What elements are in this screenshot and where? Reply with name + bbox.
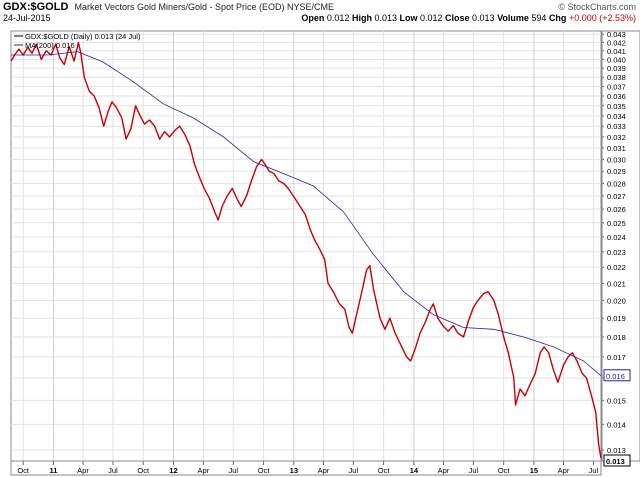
x-tick-label: Jul [469, 466, 479, 475]
y-tick-label: 0.013 [607, 446, 626, 455]
y-tick-label: 0.043 [607, 30, 626, 39]
x-tick-label: Jul [589, 466, 599, 475]
x-tick-label: Oct [378, 466, 391, 475]
badge-label: 0.016 [606, 372, 625, 381]
y-tick-label: 0.027 [607, 192, 626, 201]
ohlc-label: Low [399, 13, 420, 23]
ma-200-line [11, 51, 602, 377]
y-tick-label: 0.035 [607, 102, 626, 111]
y-tick-label: 0.031 [607, 144, 626, 153]
x-tick-label: Jul [229, 466, 239, 475]
y-axis: 0.013 0.014 0.015 0.016 0.017 0.018 0.019 0.020… [601, 30, 640, 462]
title-line: GDX:$GOLD Market Vectors Gold Miners/Gol… [3, 1, 334, 13]
y-tick-label: 0.033 [607, 122, 626, 131]
ohlc-label: Close [445, 13, 473, 23]
ohlc-value: 0.013 [472, 13, 498, 23]
y-tick-label: 0.018 [607, 333, 626, 342]
y-tick-label: 0.020 [607, 296, 626, 305]
x-axis-frame [10, 460, 602, 476]
y-tick-label: 0.019 [607, 314, 626, 323]
x-tick-label: Oct [137, 466, 150, 475]
x-tick-label: Apr [558, 466, 570, 475]
ohlc-value: 0.012 [326, 13, 352, 23]
y-tick-label: 0.036 [607, 92, 626, 101]
x-tick-label: 11 [49, 466, 57, 475]
ohlc-label: Volume [497, 13, 532, 23]
ohlc-summary: Open 0.012 High 0.013 Low 0.012 Close 0.… [301, 13, 636, 23]
y-tick-label: 0.026 [607, 205, 626, 214]
x-tick-label: Apr [318, 466, 330, 475]
y-tick-label: 0.014 [607, 420, 626, 429]
y-tick-label: 0.025 [607, 219, 626, 228]
price-value-badge [603, 454, 631, 467]
x-axis: Oct 11 Apr Jul Oct 12 Apr Jul Oct 13 Apr Jul Oct 14 Ap… [10, 460, 602, 476]
y-tick-label: 0.021 [607, 279, 626, 288]
description: Market Vectors Gold Miners/Gold - Spot P… [74, 2, 335, 12]
ohlc-value: 594 [531, 13, 549, 23]
plot-area [10, 30, 602, 462]
x-tick-label: Apr [198, 466, 210, 475]
y-tick-label: 0.028 [607, 179, 626, 188]
ma-value-badge [603, 369, 631, 382]
y-tick-label: 0.029 [607, 167, 626, 176]
y-tick-label: 0.017 [607, 353, 626, 362]
badge-label: 0.013 [606, 457, 625, 466]
ohlc-label: Open [301, 13, 327, 23]
brand-label[interactable]: © StockCharts.com [558, 2, 636, 12]
legend: GDX:$GOLD (Daily) 0.013 (24 Jul)MA(200) … [14, 32, 141, 50]
ohlc-value: 0.012 [419, 13, 446, 23]
price-series-line [10, 41, 602, 459]
x-tick-label: Jul [349, 466, 359, 475]
legend-entry: GDX:$GOLD (Daily) 0.013 (24 Jul) [25, 32, 141, 41]
y-tick-label: 0.024 [607, 233, 626, 242]
y-tick-label: 0.042 [607, 38, 626, 47]
symbol: GDX:$GOLD [3, 1, 69, 13]
y-tick-label: 0.032 [607, 133, 626, 142]
y-tick-label: 0.041 [607, 47, 626, 56]
y-tick-label: 0.039 [607, 64, 626, 73]
date-label: 24-Jul-2015 [3, 13, 51, 23]
ohlc-value: +0.000 (+2.53%) [568, 13, 636, 23]
y-tick-label: 0.022 [607, 263, 626, 272]
ohlc-label: High [351, 13, 375, 23]
series-lines [10, 41, 602, 459]
y-tick-label: 0.023 [607, 248, 626, 257]
x-tick-label: 15 [530, 466, 538, 475]
y-tick-label: 0.030 [607, 155, 626, 164]
x-tick-label: Jul [108, 466, 118, 475]
x-tick-label: 12 [169, 466, 177, 475]
x-tick-label: Oct [258, 466, 271, 475]
x-tick-label: Oct [498, 466, 511, 475]
x-tick-label: 14 [410, 466, 419, 475]
y-tick-label: 0.038 [607, 73, 626, 82]
x-tick-label: Apr [77, 466, 89, 475]
y-tick-label: 0.037 [607, 82, 626, 91]
y-tick-label: 0.034 [607, 112, 626, 121]
x-tick-label: 13 [290, 466, 298, 475]
gridlines [11, 31, 601, 461]
legend-entry: MA(200) 0.016 [25, 41, 75, 50]
ohlc-label: Chg [548, 13, 569, 23]
chart-header: GDX:$GOLD Market Vectors Gold Miners/Gol… [0, 0, 640, 30]
y-tick-label: 0.015 [607, 396, 626, 405]
ohlc-value: 0.013 [374, 13, 400, 23]
value-badges: 0.016 0.013 [603, 369, 631, 467]
x-tick-label: Oct [17, 466, 30, 475]
x-tick-label: Apr [438, 466, 450, 475]
y-tick-label: 0.040 [607, 55, 626, 64]
